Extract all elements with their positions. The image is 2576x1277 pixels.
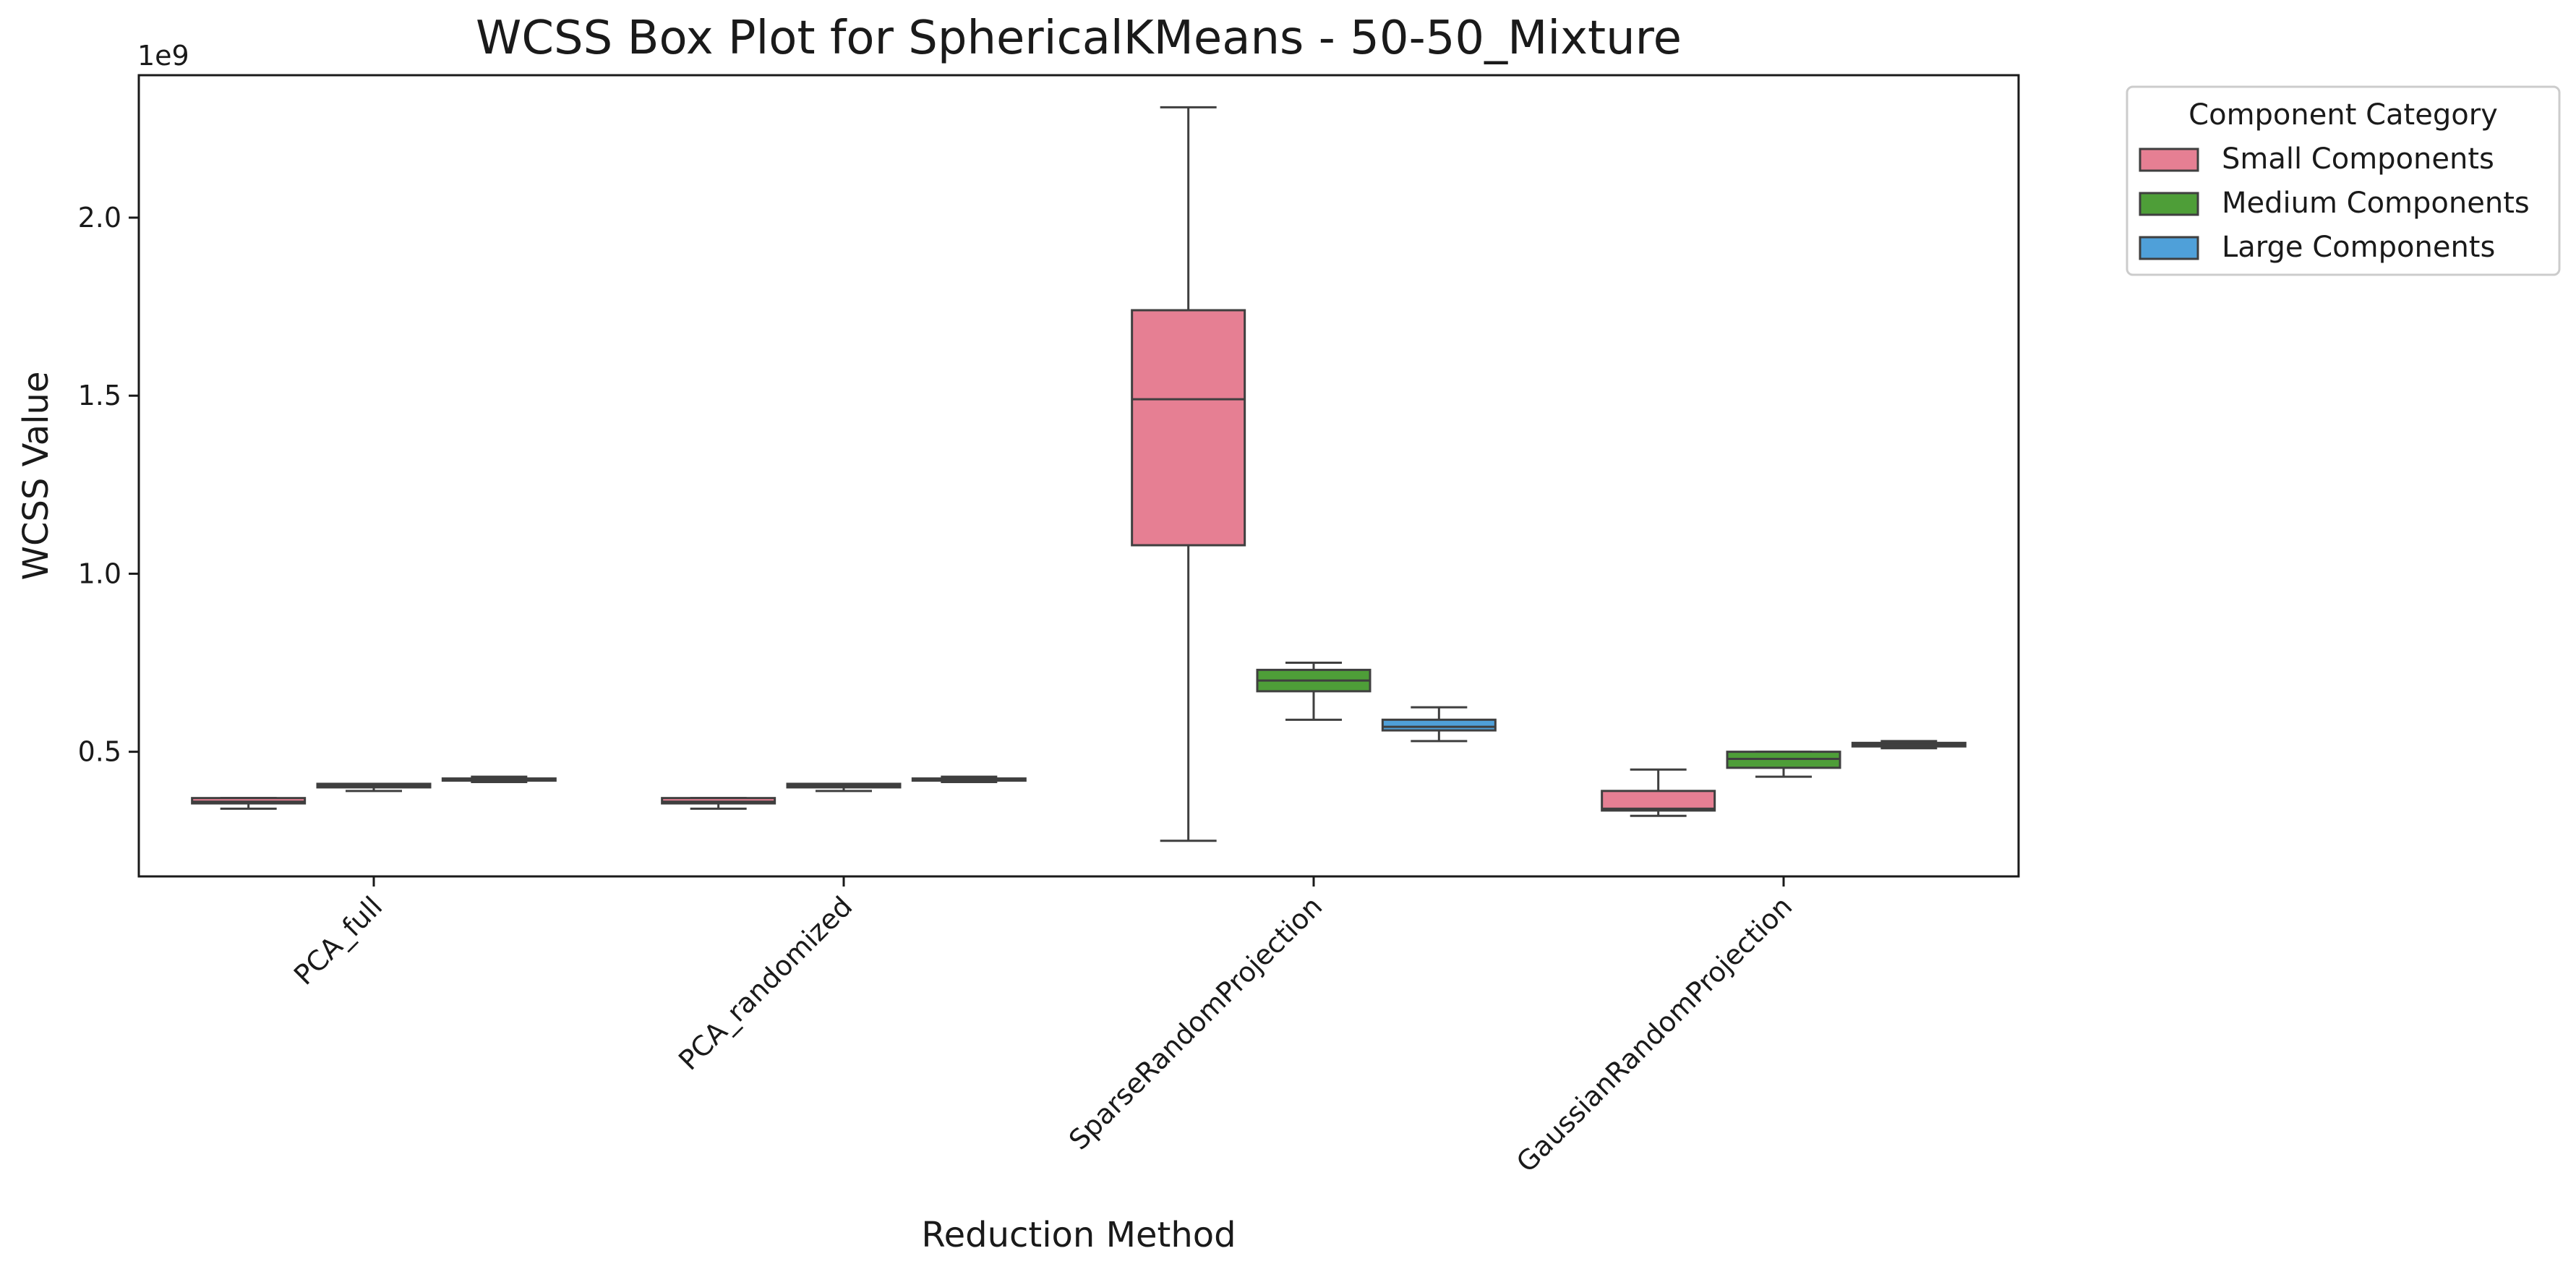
y-tick-label: 0.5 <box>78 736 121 768</box>
legend-item-label: Small Components <box>2222 142 2494 176</box>
y-tick-label: 1.0 <box>78 558 121 589</box>
y-tick-label: 2.0 <box>78 202 121 234</box>
y-axis-label: WCSS Value <box>16 372 56 581</box>
box-body <box>1131 309 1246 547</box>
box-2-1 <box>911 775 1027 784</box>
box-2-0 <box>441 775 557 784</box>
legend-title: Component Category <box>2188 98 2498 132</box>
legend-swatch <box>2139 148 2199 172</box>
y-ticks: 0.5 1.0 1.5 2.0 <box>78 202 139 768</box>
legend-swatch <box>2139 236 2199 260</box>
legend: Component Category Small Components Mediu… <box>2126 85 2561 276</box>
x-tick-label: SparseRandomProjection <box>1063 890 1328 1156</box>
legend-swatch <box>2139 192 2199 216</box>
chart-title: WCSS Box Plot for SphericalKMeans - 50-5… <box>476 12 1682 65</box>
legend-frame <box>2126 85 2561 276</box>
box-1-1 <box>786 782 902 793</box>
legend-item-label: Large Components <box>2222 231 2495 264</box>
legend-item-label: Medium Components <box>2222 187 2530 220</box>
x-tick-label: PCA_full <box>288 890 388 991</box>
box-1-3 <box>1726 751 1841 778</box>
y-axis-multiplier: 1e9 <box>137 40 189 72</box>
x-tick-label: GaussianRandomProjection <box>1510 890 1799 1179</box>
box-0-0 <box>191 797 307 810</box>
box-1-0 <box>316 782 432 793</box>
x-axis-label: Reduction Method <box>921 1215 1236 1255</box>
box-series <box>191 106 1967 842</box>
y-tick-label: 1.5 <box>78 380 121 411</box>
box-0-1 <box>661 797 776 810</box>
legend-items: Small Components Medium Components Large C… <box>2139 142 2530 264</box>
box-0-2 <box>1131 106 1246 842</box>
x-ticks: PCA_full PCA_randomized SparseRandomProjec… <box>288 876 1798 1179</box>
box-0-3 <box>1601 768 1716 817</box>
box-1-2 <box>1256 662 1372 721</box>
box-2-3 <box>1851 740 1967 750</box>
box-body <box>1601 790 1716 812</box>
box-body <box>1381 718 1497 732</box>
box-2-2 <box>1381 706 1497 743</box>
x-tick-label: PCA_randomized <box>672 890 858 1076</box>
plot-area-frame <box>137 74 2020 878</box>
